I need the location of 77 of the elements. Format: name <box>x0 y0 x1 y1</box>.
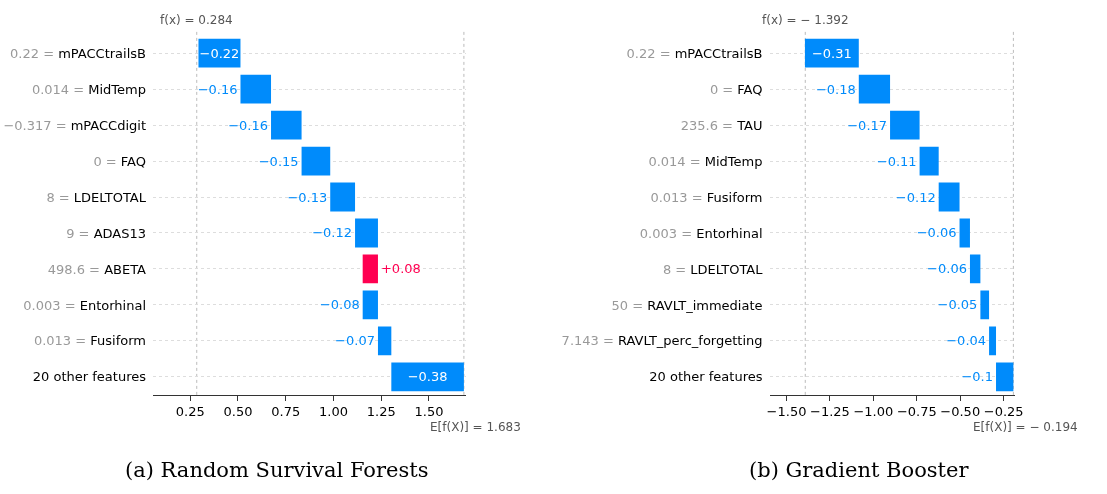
bar <box>240 74 272 104</box>
data-label: −0.16 <box>197 81 238 97</box>
x-tick-label: −0.50 <box>940 404 981 420</box>
y-tick-label: 0 = FAQ <box>709 81 763 97</box>
bar <box>959 218 970 248</box>
y-tick-label: 0.003 = Entorhinal <box>639 225 763 241</box>
x-tick-label: −0.25 <box>983 404 1024 420</box>
text: (a) Random Survival Forests <box>125 458 429 482</box>
bar <box>890 110 920 140</box>
data-label: −0.11 <box>876 153 917 169</box>
x-tick-label: 0.25 <box>175 404 205 420</box>
bar <box>271 110 302 140</box>
ref-line-label: E[f(X)] = 1.683 <box>430 420 521 434</box>
data-label: −0.13 <box>287 189 328 205</box>
y-tick-label: 0.003 = Entorhinal <box>23 297 147 313</box>
bar <box>362 254 378 284</box>
y-tick-label: 8 = LDELTOTAL <box>662 261 764 277</box>
ref-line-label: f(x) = 0.284 <box>160 13 233 27</box>
y-tick-label: 50 = RAVLT_immediate <box>611 297 763 313</box>
data-label: −0.18 <box>815 81 856 97</box>
bar <box>858 74 891 104</box>
bar <box>996 362 1014 392</box>
bar <box>330 182 356 212</box>
data-label: −0.31 <box>811 45 852 61</box>
y-tick-label: 498.6 = ABETA <box>47 261 147 277</box>
y-tick-label: 0.014 = MidTemp <box>31 81 147 97</box>
y-tick-label: −0.317 = mPACCdigit <box>3 117 147 133</box>
y-tick-label: 0.013 = Fusiform <box>33 333 147 349</box>
y-tick-label: 0.013 = Fusiform <box>650 189 763 205</box>
bar <box>919 146 939 176</box>
x-tick-label: 1.00 <box>318 404 348 420</box>
y-tick-label: 8 = LDELTOTAL <box>46 189 147 205</box>
x-tick-label: 1.50 <box>414 404 444 420</box>
data-label: −0.38 <box>407 369 448 385</box>
y-tick-label: 0.22 = mPACCtrailsB <box>626 45 763 61</box>
bar <box>969 254 981 284</box>
x-tick-label: −0.75 <box>896 404 937 420</box>
y-tick-label: 20 other features <box>649 369 763 385</box>
bar <box>377 326 392 356</box>
data-label: −0.1 <box>961 369 994 385</box>
bar <box>355 218 378 248</box>
data-label: −0.06 <box>927 261 967 277</box>
y-tick-label: 7.143 = RAVLT_perc_forgetting <box>561 333 763 349</box>
bar <box>980 290 990 320</box>
y-tick-label: 0 = FAQ <box>93 153 147 169</box>
data-label: −0.04 <box>946 333 987 349</box>
data-label: −0.06 <box>916 225 957 241</box>
x-tick-label: 1.25 <box>366 404 396 420</box>
ref-line-label: E[f(X)] = − 0.194 <box>973 420 1078 434</box>
bar <box>989 326 997 356</box>
x-tick-label: 0.75 <box>271 404 301 420</box>
bar <box>301 146 331 176</box>
x-tick-label: −1.00 <box>853 404 894 420</box>
data-label: −0.07 <box>335 333 375 349</box>
bar <box>391 362 464 392</box>
data-label: −0.15 <box>258 153 299 169</box>
data-label: −0.08 <box>319 297 360 313</box>
y-tick-label: 0.22 = mPACCtrailsB <box>10 45 147 61</box>
data-label: −0.12 <box>312 225 353 241</box>
y-tick-label: 0.014 = MidTemp <box>648 153 763 169</box>
bar <box>362 290 378 320</box>
ref-line-label: f(x) = − 1.392 <box>762 13 849 27</box>
bar <box>804 38 859 68</box>
data-label: −0.22 <box>199 45 240 61</box>
x-tick-label: −1.25 <box>810 404 850 420</box>
data-label: −0.05 <box>937 297 978 313</box>
x-tick-label: 0.50 <box>223 404 253 420</box>
y-tick-label: 235.6 = TAU <box>680 117 763 133</box>
data-label: +0.08 <box>380 261 421 277</box>
x-tick-label: −1.50 <box>766 404 807 420</box>
data-label: −0.17 <box>847 117 888 133</box>
y-tick-label: 20 other features <box>32 369 147 385</box>
data-label: −0.12 <box>895 189 936 205</box>
text: (b) Gradient Booster <box>749 458 970 482</box>
bar <box>938 182 960 212</box>
y-tick-label: 9 = ADAS13 <box>66 225 147 241</box>
data-label: −0.16 <box>228 117 269 133</box>
